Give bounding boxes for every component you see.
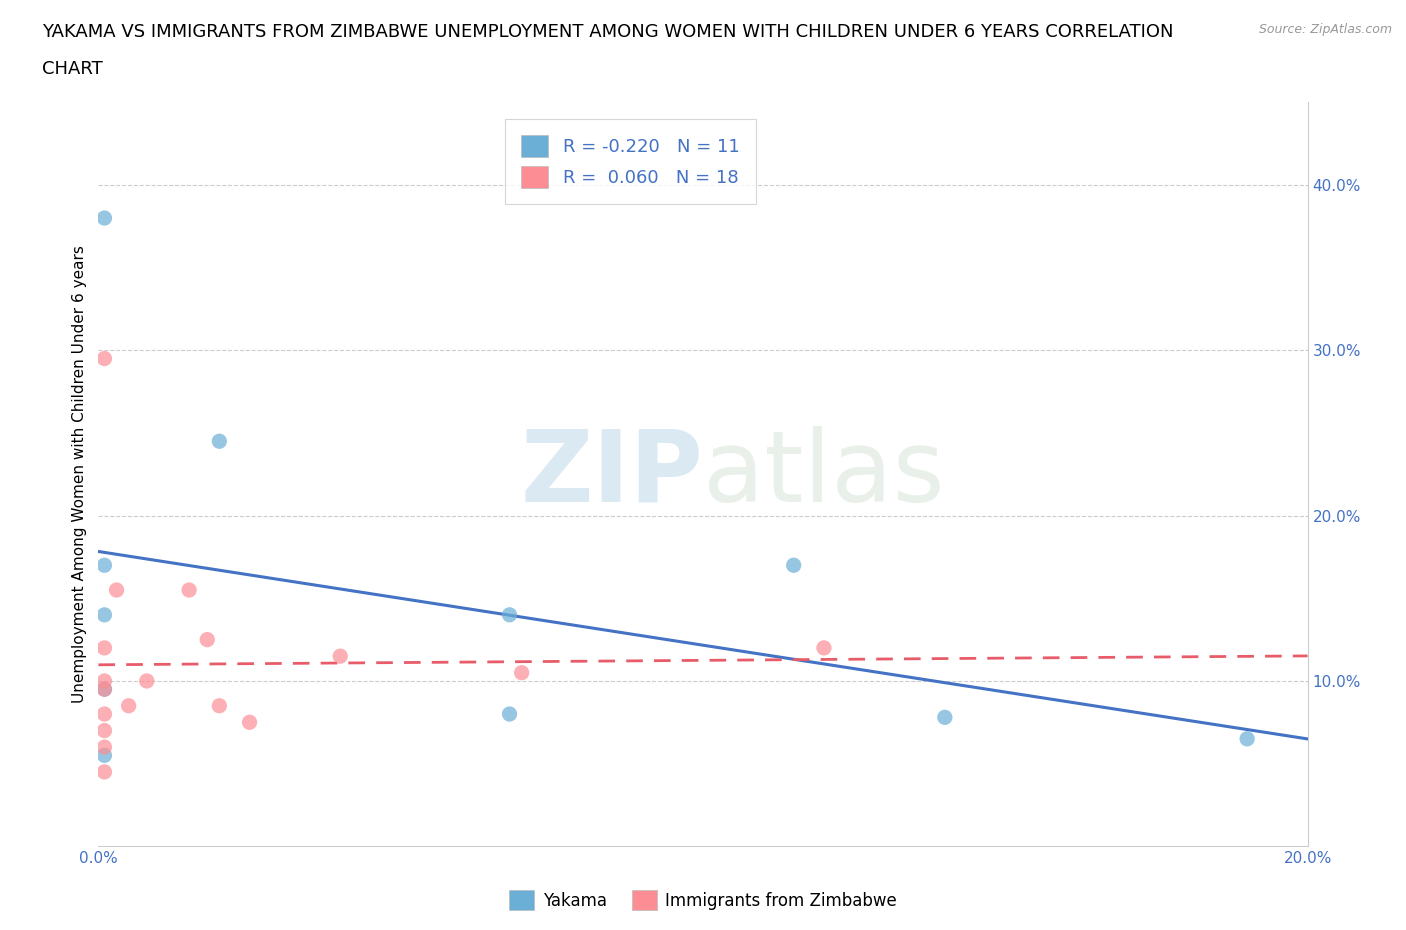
Point bbox=[1236, 731, 1258, 746]
Point bbox=[118, 698, 141, 713]
Point bbox=[329, 649, 352, 664]
Text: Source: ZipAtlas.com: Source: ZipAtlas.com bbox=[1258, 23, 1392, 36]
Point bbox=[93, 607, 115, 622]
Legend: Yakama, Immigrants from Zimbabwe: Yakama, Immigrants from Zimbabwe bbox=[502, 884, 904, 917]
Text: atlas: atlas bbox=[703, 426, 945, 523]
Point bbox=[498, 607, 520, 622]
Point bbox=[93, 707, 115, 722]
Point bbox=[782, 558, 804, 573]
Point bbox=[93, 673, 115, 688]
Point bbox=[93, 748, 115, 763]
Point bbox=[239, 715, 262, 730]
Point bbox=[93, 764, 115, 779]
Y-axis label: Unemployment Among Women with Children Under 6 years: Unemployment Among Women with Children U… bbox=[72, 246, 87, 703]
Point bbox=[195, 632, 218, 647]
Text: CHART: CHART bbox=[42, 60, 103, 78]
Text: YAKAMA VS IMMIGRANTS FROM ZIMBABWE UNEMPLOYMENT AMONG WOMEN WITH CHILDREN UNDER : YAKAMA VS IMMIGRANTS FROM ZIMBABWE UNEMP… bbox=[42, 23, 1174, 41]
Point bbox=[93, 558, 115, 573]
Point bbox=[135, 673, 157, 688]
Point bbox=[93, 210, 115, 225]
Point bbox=[93, 724, 115, 738]
Point bbox=[934, 710, 956, 724]
Point bbox=[208, 433, 231, 448]
Point bbox=[93, 682, 115, 697]
Point bbox=[177, 582, 201, 597]
Point bbox=[93, 352, 115, 366]
Point bbox=[93, 641, 115, 656]
Point bbox=[498, 707, 520, 722]
Point bbox=[510, 665, 533, 680]
Text: ZIP: ZIP bbox=[520, 426, 703, 523]
Legend: R = -0.220   N = 11, R =  0.060   N = 18: R = -0.220 N = 11, R = 0.060 N = 18 bbox=[505, 119, 756, 205]
Point bbox=[93, 682, 115, 697]
Point bbox=[105, 582, 128, 597]
Point bbox=[93, 739, 115, 754]
Point bbox=[813, 641, 835, 656]
Point bbox=[208, 698, 231, 713]
